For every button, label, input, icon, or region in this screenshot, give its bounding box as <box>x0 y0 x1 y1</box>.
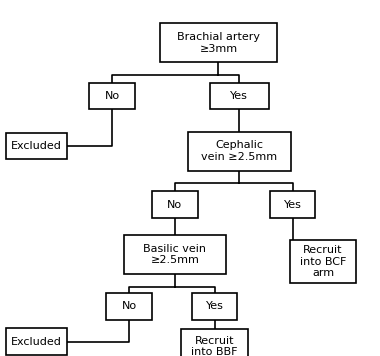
Text: Excluded: Excluded <box>11 141 62 151</box>
Text: Yes: Yes <box>230 91 249 101</box>
FancyBboxPatch shape <box>192 293 238 320</box>
Text: Basilic vein
≥2.5mm: Basilic vein ≥2.5mm <box>143 244 206 265</box>
FancyBboxPatch shape <box>106 293 152 320</box>
FancyBboxPatch shape <box>6 133 66 159</box>
Text: Recruit
into BCF
arm: Recruit into BCF arm <box>300 245 346 278</box>
FancyBboxPatch shape <box>6 328 66 355</box>
Text: No: No <box>167 200 182 210</box>
FancyBboxPatch shape <box>89 83 135 110</box>
Text: Brachial artery
≥3mm: Brachial artery ≥3mm <box>177 32 260 53</box>
FancyBboxPatch shape <box>270 192 315 218</box>
Text: Recruit
into BBF
arm: Recruit into BBF arm <box>192 336 238 356</box>
Text: Cephalic
vein ≥2.5mm: Cephalic vein ≥2.5mm <box>201 141 277 162</box>
Text: Yes: Yes <box>206 301 224 311</box>
FancyBboxPatch shape <box>152 192 198 218</box>
Text: Yes: Yes <box>283 200 302 210</box>
FancyBboxPatch shape <box>181 329 248 356</box>
Text: No: No <box>122 301 137 311</box>
FancyBboxPatch shape <box>124 235 226 274</box>
Text: No: No <box>105 91 120 101</box>
Text: Excluded: Excluded <box>11 337 62 347</box>
FancyBboxPatch shape <box>160 23 277 62</box>
FancyBboxPatch shape <box>210 83 269 110</box>
FancyBboxPatch shape <box>188 132 291 171</box>
FancyBboxPatch shape <box>290 240 356 283</box>
